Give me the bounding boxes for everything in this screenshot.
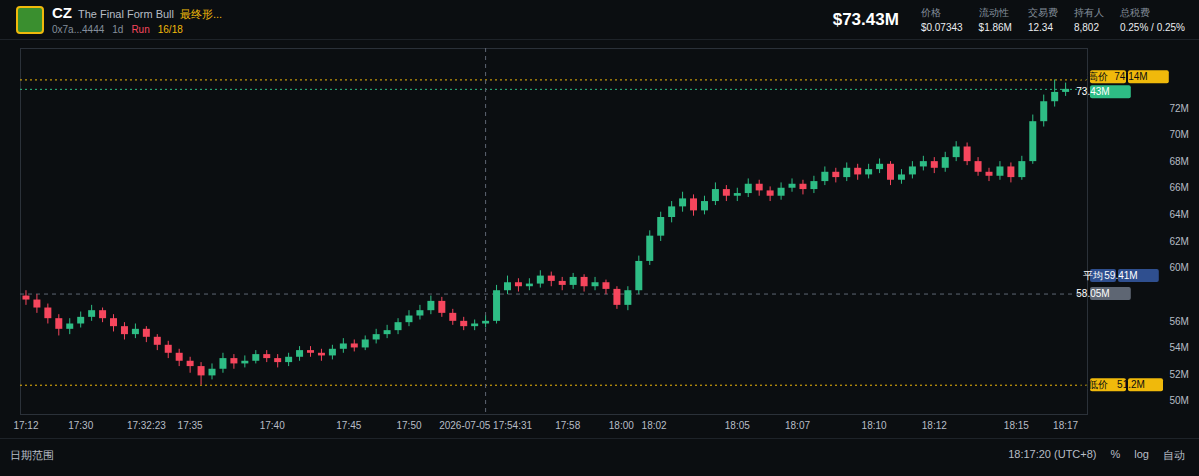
svg-text:54M: 54M [1170,342,1189,353]
html-text:0x7a...4444: 0x7a...4444 [52,24,105,35]
svg-text:17:32:23: 17:32:23 [127,420,166,431]
svg-text:17:35: 17:35 [178,420,203,431]
svg-text:64M: 64M [1170,209,1189,220]
svg-text:62M: 62M [1170,236,1189,247]
svg-text:51.2M: 51.2M [1117,379,1145,390]
html-text:12.34: 12.34 [1028,22,1053,33]
svg-text:最低价: 最低价 [1078,379,1108,390]
html-text:The Final Form Bull: The Final Form Bull [78,8,174,20]
svg-text:50M: 50M [1170,395,1189,406]
html-text:最终形...: 最终形... [180,8,223,20]
svg-text:70M: 70M [1170,129,1189,140]
svg-text:17:45: 17:45 [336,420,361,431]
html-text:自动: 自动 [1163,449,1185,461]
svg-text:58.05M: 58.05M [1076,288,1109,299]
svg-text:18:15: 18:15 [1004,420,1029,431]
svg-text:17:50: 17:50 [396,420,421,431]
html-text:0.25% / 0.25%: 0.25% / 0.25% [1120,22,1185,33]
svg-text:18:17: 18:17 [1053,420,1078,431]
svg-text:66M: 66M [1170,182,1189,193]
svg-text:17:40: 17:40 [260,420,285,431]
svg-text:59.41M: 59.41M [1104,270,1137,281]
svg-text:68M: 68M [1170,156,1189,167]
svg-text:最高价: 最高价 [1078,71,1108,82]
svg-text:56M: 56M [1170,316,1189,327]
html-text:16/18: 16/18 [157,24,183,35]
html-text:8,802: 8,802 [1074,22,1099,33]
svg-text:18:02: 18:02 [642,420,667,431]
html-text:1d: 1d [112,24,124,35]
svg-text:平均: 平均 [1083,270,1103,281]
svg-text:18:07: 18:07 [785,420,810,431]
svg-text:73.43M: 73.43M [1076,86,1109,97]
html-text:log: log [1134,448,1149,460]
svg-text:18:05: 18:05 [725,420,750,431]
html-text:$0.07343: $0.07343 [920,22,963,33]
svg-text:17:12: 17:12 [13,420,38,431]
html-text:总税费: 总税费 [1120,7,1150,18]
html-text:Run: Run [131,24,150,35]
html-text:价格: 价格 [920,7,941,18]
svg-text:2026-07-05 17:54:31: 2026-07-05 17:54:31 [439,420,532,431]
html-text:持有人: 持有人 [1074,7,1104,18]
html-text:CZ: CZ [52,4,72,21]
html-text:交易费: 交易费 [1028,7,1058,18]
svg-text:18:00: 18:00 [609,420,634,431]
svg-text:18:10: 18:10 [862,420,887,431]
html-text:18:17:20 (UTC+8): 18:17:20 (UTC+8) [1008,448,1097,460]
html-text:$73.43M: $73.43M [832,9,899,29]
html-text:日期范围: 日期范围 [10,449,54,461]
svg-text:17:30: 17:30 [68,420,93,431]
html-text:流动性: 流动性 [978,7,1009,18]
html-text:$1.86M: $1.86M [978,22,1012,33]
svg-text:17:58: 17:58 [555,420,580,431]
svg-text:18:12: 18:12 [922,420,947,431]
svg-text:74.14M: 74.14M [1114,71,1147,82]
svg-text:60M: 60M [1170,262,1189,273]
svg-text:72M: 72M [1170,103,1189,114]
svg-text:52M: 52M [1170,369,1189,380]
